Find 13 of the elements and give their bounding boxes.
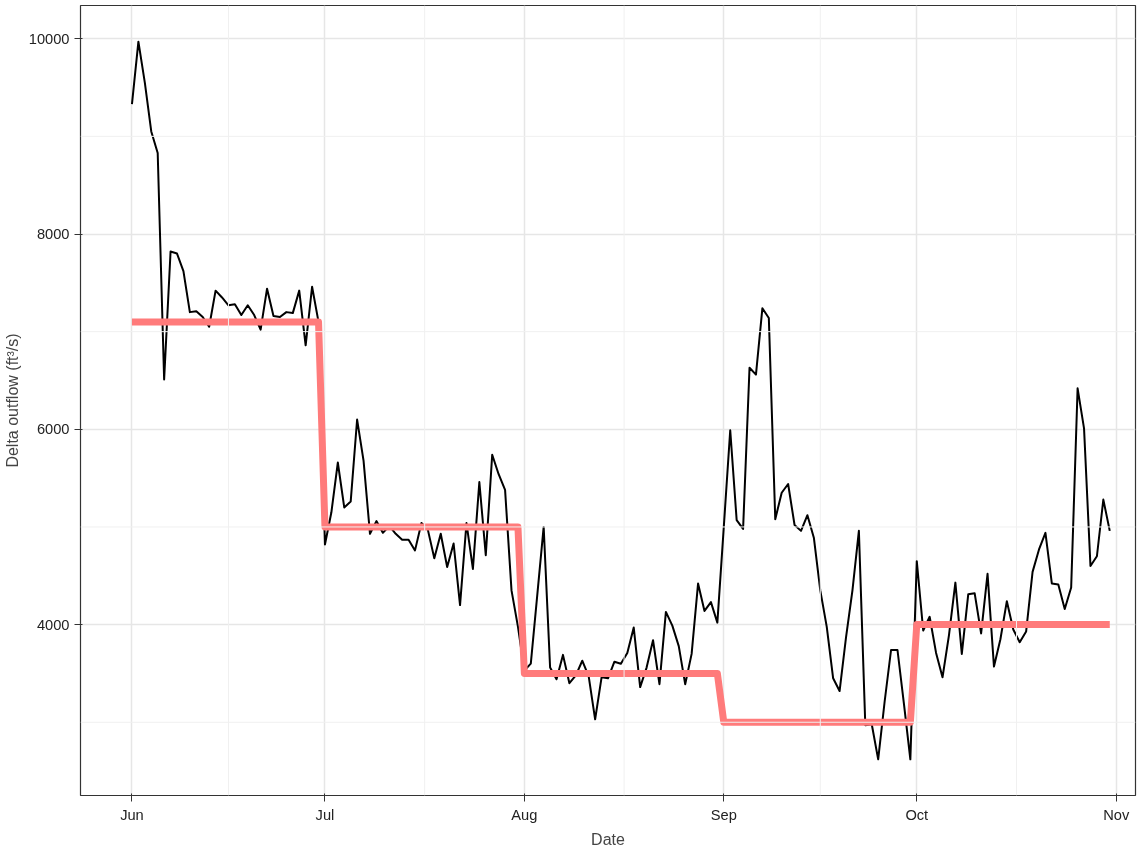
y-tick-label: 6000: [36, 421, 70, 438]
line-series: [130, 40, 1111, 761]
x-axis-title: Date: [591, 830, 625, 848]
y-tick-label: 10000: [28, 30, 70, 47]
x-tick-label: Sep: [710, 806, 737, 823]
x-tick-label: Aug: [511, 806, 538, 823]
x-tick-label: Nov: [1103, 806, 1130, 823]
y-axis-title: Delta outflow (ft³/s): [3, 333, 21, 468]
x-tick-label: Oct: [905, 806, 929, 823]
y-tick-label: 4000: [36, 616, 70, 633]
x-tick-label: Jul: [315, 806, 335, 823]
x-tick-label: Jun: [120, 806, 144, 823]
y-tick-label: 8000: [36, 226, 70, 242]
